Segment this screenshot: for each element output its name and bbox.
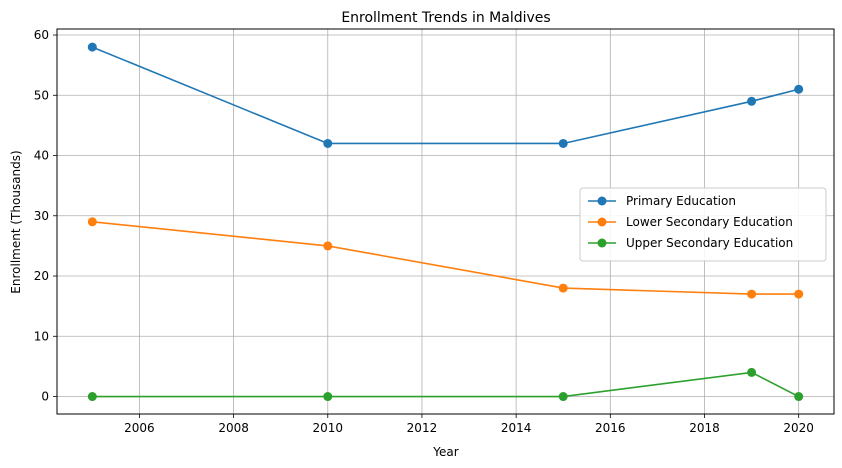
x-tick-label: 2010 [312,421,343,435]
data-point [323,138,333,148]
x-tick-label: 2006 [124,421,155,435]
data-point [558,283,568,293]
y-axis-label: Enrollment (Thousands) [9,150,23,293]
data-point [794,289,804,299]
x-tick-label: 2008 [218,421,249,435]
y-tick-label: 60 [34,28,49,42]
data-point [323,392,333,402]
legend-swatch-marker [597,196,607,206]
x-tick-label: 2014 [501,421,532,435]
x-tick-label: 2020 [783,421,814,435]
data-point [87,42,97,52]
data-point [794,84,804,94]
legend-swatch-marker [597,238,607,248]
plot-area-frame [56,28,835,415]
y-tick-label: 40 [34,149,49,163]
x-tick-label: 2016 [595,421,626,435]
y-tick-label: 0 [41,390,49,404]
legend-box [579,187,827,262]
data-point [794,392,804,402]
legend-swatch-marker [597,217,607,227]
y-tick-label: 50 [34,88,49,102]
data-point [747,367,757,377]
data-point [323,241,333,251]
legend-label: Upper Secondary Education [626,236,793,250]
series-layer [87,42,804,402]
x-axis-label: Year [432,445,458,459]
data-point [87,217,97,227]
y-axis: 0 10 20 30 40 50 60 [34,28,57,404]
data-point [558,392,568,402]
x-tick-label: 2018 [689,421,720,435]
data-point [747,289,757,299]
x-axis: 2006 2008 2010 2012 2014 2016 2018 2020 [124,414,814,435]
chart-title: Enrollment Trends in Maldives [341,10,550,26]
data-point [87,392,97,402]
x-tick-label: 2012 [407,421,438,435]
y-tick-label: 20 [34,269,49,283]
legend-label: Lower Secondary Education [626,215,793,229]
data-point [747,96,757,106]
data-point [558,138,568,148]
y-tick-label: 10 [34,329,49,343]
legend: Primary Education Lower Secondary Educati… [579,187,827,262]
legend-label: Primary Education [626,194,736,208]
y-tick-label: 30 [34,209,49,223]
